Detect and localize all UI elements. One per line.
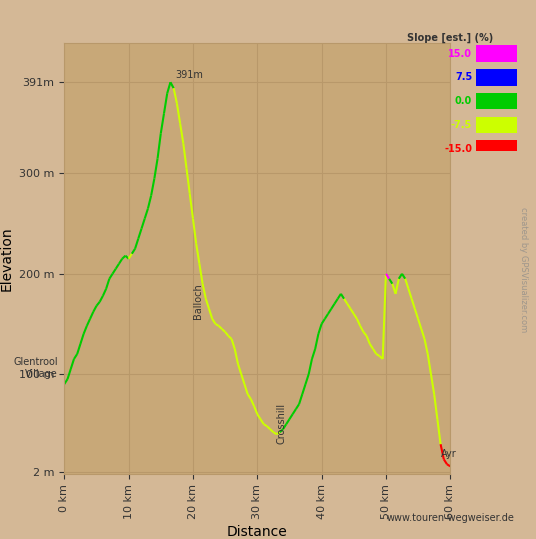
X-axis label: Distance: Distance xyxy=(227,524,288,538)
FancyBboxPatch shape xyxy=(476,140,517,157)
Y-axis label: Elevation: Elevation xyxy=(0,226,13,291)
FancyBboxPatch shape xyxy=(476,93,517,109)
Text: Slope [est.] (%): Slope [est.] (%) xyxy=(407,32,494,43)
Text: Ayr: Ayr xyxy=(441,450,456,459)
Text: created by GPSVisualizer.com: created by GPSVisualizer.com xyxy=(519,207,528,332)
Text: Glentrool
Village: Glentrool Village xyxy=(13,357,58,379)
Text: 7.5: 7.5 xyxy=(455,72,472,82)
Text: Crosshill: Crosshill xyxy=(277,403,287,444)
Text: 0.0: 0.0 xyxy=(455,96,472,106)
Text: www.touren-wegweiser.de: www.touren-wegweiser.de xyxy=(386,513,515,523)
Text: -7.5: -7.5 xyxy=(451,120,472,130)
Text: -15.0: -15.0 xyxy=(444,143,472,154)
Text: 15.0: 15.0 xyxy=(448,49,472,59)
Text: Balloch: Balloch xyxy=(193,283,203,319)
FancyBboxPatch shape xyxy=(476,116,517,133)
FancyBboxPatch shape xyxy=(476,69,517,86)
Text: 391m: 391m xyxy=(175,70,203,80)
FancyBboxPatch shape xyxy=(476,45,517,62)
